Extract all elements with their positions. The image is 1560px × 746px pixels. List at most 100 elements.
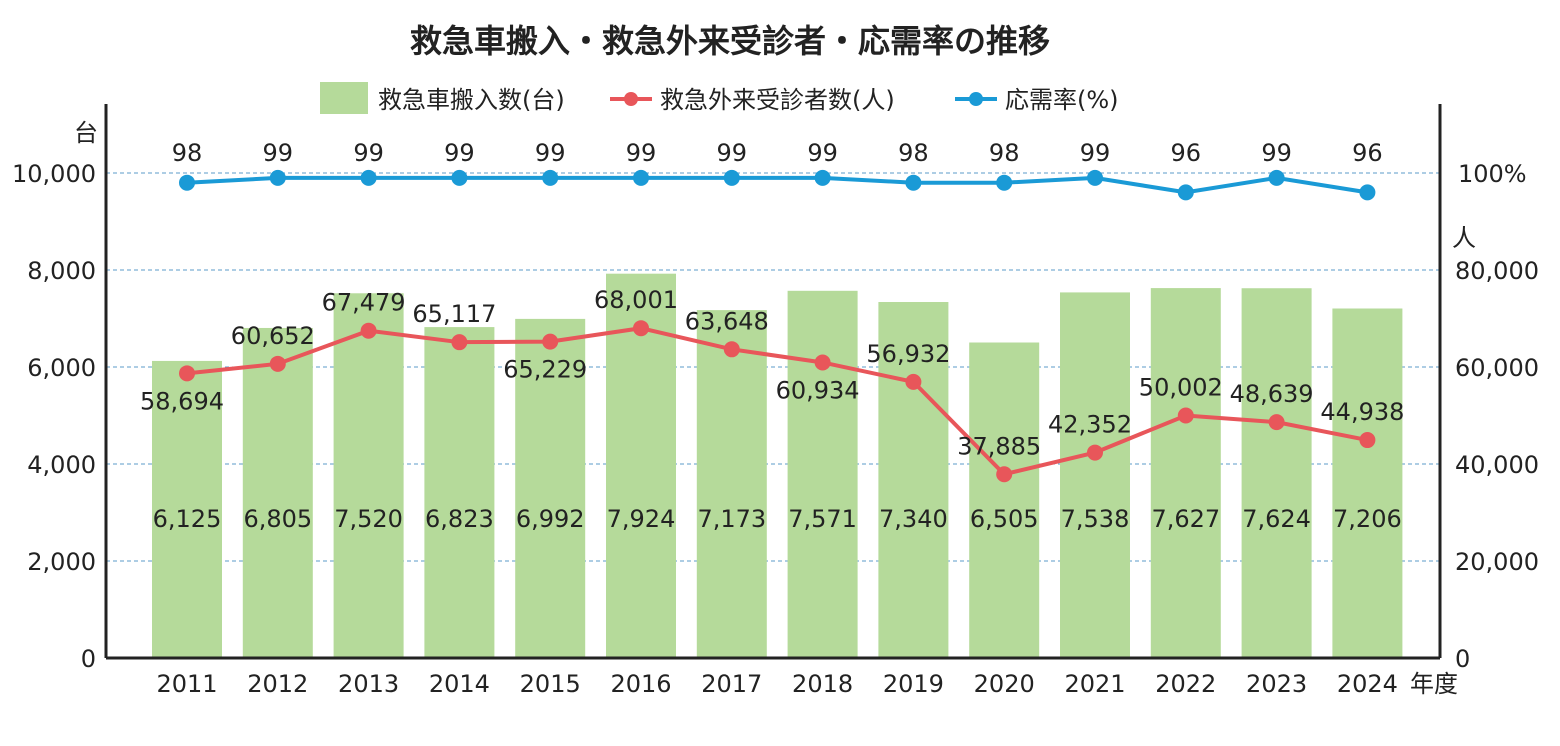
y-left-axis-label: 台 [74, 119, 98, 147]
legend: 救急車搬入数(台) 救急外来受診者数(人) 応需率(%) [320, 82, 1119, 114]
legend-marker-blue [969, 92, 983, 106]
x-tick-label: 2013 [338, 670, 399, 698]
legend-marker-red [624, 92, 638, 106]
point-acceptance-rate-2022 [1177, 184, 1194, 201]
visitors-value-label: 65,229 [503, 356, 587, 384]
acceptance-rate-value-label: 98 [989, 139, 1020, 167]
bar-value-label: 6,505 [970, 505, 1039, 533]
point-visitors-2013 [360, 322, 377, 339]
point-acceptance-rate-2023 [1268, 169, 1285, 186]
y-right-tick-label: 80,000 [1455, 257, 1539, 285]
y-left-tick-label: 4,000 [27, 451, 96, 479]
x-tick-label: 2019 [883, 670, 944, 698]
bar-value-label: 6,125 [153, 505, 222, 533]
acceptance-rate-value-label: 99 [353, 139, 384, 167]
line-acceptance-rate [186, 175, 1368, 195]
bar-2011 [152, 360, 222, 658]
point-visitors-2012 [269, 355, 286, 372]
bar-value-label: 7,538 [1061, 505, 1130, 533]
point-acceptance-rate-2013 [360, 169, 377, 186]
bar-value-label: 6,823 [425, 505, 494, 533]
bar-2017 [696, 310, 767, 658]
bar-value-label: 7,571 [788, 505, 857, 533]
point-acceptance-rate-2019 [905, 174, 922, 191]
visitors-value-label: 67,479 [322, 289, 406, 317]
acceptance-rate-value-label: 96 [1171, 139, 1202, 167]
visitors-value-label: 65,117 [412, 300, 496, 328]
x-tick-label: 2014 [429, 670, 490, 698]
y-right-tick-label: 40,000 [1455, 451, 1539, 479]
point-visitors-2016 [633, 320, 649, 337]
point-visitors-2019 [905, 373, 922, 390]
y-left-tick-label: 6,000 [27, 354, 96, 382]
bar-value-label: 7,340 [879, 505, 948, 533]
bar-2021 [1060, 292, 1130, 658]
point-visitors-2015 [542, 333, 559, 350]
point-acceptance-rate-2012 [269, 169, 286, 186]
visitors-value-label: 63,648 [685, 307, 769, 335]
point-acceptance-rate-2011 [179, 174, 195, 191]
bar-2018 [787, 290, 858, 658]
legend-label-bar: 救急車搬入数(台) [378, 86, 565, 114]
bar-value-label: 6,805 [243, 505, 312, 533]
point-visitors-2023 [1268, 414, 1285, 431]
bar-2023 [1241, 288, 1312, 658]
x-tick-label: 2017 [701, 670, 762, 698]
bar-2020 [969, 342, 1040, 658]
visitors-value-label: 44,938 [1320, 398, 1404, 426]
acceptance-rate-value-label: 99 [263, 139, 294, 167]
acceptance-rate-value-label: 99 [535, 139, 566, 167]
bar-2024 [1332, 308, 1403, 658]
point-visitors-2021 [1087, 444, 1103, 461]
acceptance-rate-value-label: 96 [1352, 139, 1383, 167]
acceptance-rate-value-label: 98 [172, 139, 203, 167]
point-visitors-2022 [1177, 407, 1194, 424]
line-visitors [186, 326, 1368, 477]
point-visitors-2024 [1359, 432, 1376, 449]
chart-title: 救急車搬入・救急外来受診者・応需率の推移 [410, 22, 1050, 60]
visitors-value-label: 68,001 [594, 286, 678, 314]
y-right-tick-label: 20,000 [1455, 548, 1539, 576]
x-tick-label: 2016 [610, 670, 671, 698]
bar-2016 [606, 273, 676, 658]
acceptance-rate-value-label: 99 [626, 139, 657, 167]
point-visitors-2017 [723, 341, 740, 358]
bar-value-label: 7,627 [1151, 505, 1220, 533]
y-left-tick-label: 2,000 [27, 548, 96, 576]
acceptance-rate-value-label: 99 [444, 139, 475, 167]
point-acceptance-rate-2016 [633, 169, 649, 186]
y-right-tick-label: 0 [1455, 645, 1470, 673]
visitors-value-label: 56,932 [866, 340, 950, 368]
bar-value-label: 7,206 [1333, 505, 1402, 533]
bar-2013 [333, 293, 404, 658]
point-visitors-2011 [179, 365, 195, 382]
acceptance-rate-value-label: 98 [898, 139, 929, 167]
legend-label-red: 救急外来受診者数(人) [660, 86, 895, 114]
y-left-tick-label: 0 [81, 645, 96, 673]
x-tick-label: 2024 [1337, 670, 1398, 698]
x-tick-label: 2015 [520, 670, 581, 698]
visitors-value-label: 50,002 [1139, 373, 1223, 401]
visitors-value-label: 48,639 [1230, 380, 1314, 408]
bar-value-label: 7,520 [334, 505, 403, 533]
acceptance-rate-value-label: 99 [807, 139, 838, 167]
x-axis-label: 年度 [1410, 670, 1458, 698]
x-tick-label: 2012 [247, 670, 308, 698]
point-visitors-2020 [996, 466, 1013, 483]
x-tick-label: 2021 [1064, 670, 1125, 698]
x-tick-label: 2020 [974, 670, 1035, 698]
point-acceptance-rate-2015 [542, 169, 559, 186]
point-acceptance-rate-2021 [1087, 169, 1103, 186]
point-acceptance-rate-2014 [451, 169, 468, 186]
y-right-percent-tick-label: 100% [1458, 160, 1527, 188]
x-tick-label: 2011 [156, 670, 217, 698]
y-left-tick-label: 8,000 [27, 257, 96, 285]
bar-2014 [424, 327, 495, 658]
point-acceptance-rate-2024 [1359, 184, 1376, 201]
acceptance-rate-value-label: 99 [717, 139, 748, 167]
x-tick-label: 2023 [1246, 670, 1307, 698]
bar-2015 [515, 318, 586, 658]
visitors-value-label: 37,885 [957, 432, 1041, 460]
bar-2022 [1150, 288, 1221, 658]
